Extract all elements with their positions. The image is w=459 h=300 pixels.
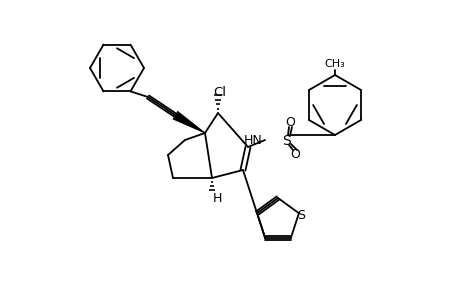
Text: S: S: [296, 209, 304, 222]
Text: S: S: [282, 134, 291, 148]
Text: Cl: Cl: [213, 86, 226, 99]
Text: HN: HN: [244, 134, 263, 148]
Text: H: H: [212, 192, 221, 205]
Polygon shape: [172, 111, 205, 134]
Text: CH₃: CH₃: [324, 59, 345, 69]
Text: O: O: [285, 116, 294, 128]
Text: O: O: [290, 148, 299, 161]
